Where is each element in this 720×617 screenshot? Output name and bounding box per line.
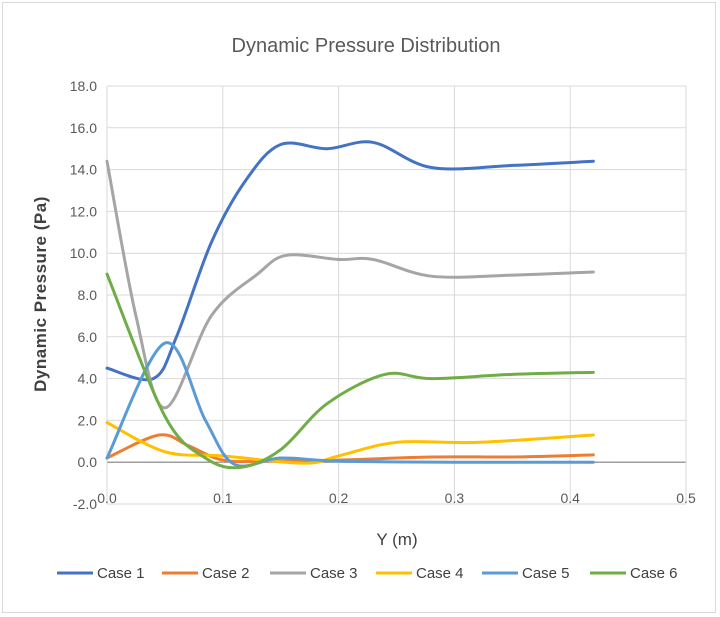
x-tick-labels: 0.0 0.1 0.2 0.3 0.4 0.5 [97, 490, 696, 506]
y-tick-label: 16.0 [70, 120, 97, 136]
y-tick-label: 10.0 [70, 245, 97, 261]
series-line-case-1 [105, 140, 595, 382]
legend-label-case-6: Case 6 [630, 565, 678, 582]
legend-label-case-4: Case 4 [416, 565, 464, 582]
x-tick-label: 0.1 [213, 490, 233, 506]
x-tick-label: 0.0 [97, 490, 117, 506]
y-tick-label: 6.0 [78, 329, 98, 345]
x-tick-label: 0.2 [329, 490, 349, 506]
y-tick-label: 18.0 [70, 78, 97, 94]
y-tick-label: 4.0 [78, 371, 98, 387]
y-tick-label: 14.0 [70, 162, 97, 178]
y-tick-label: 2.0 [78, 412, 98, 428]
legend-label-case-5: Case 5 [522, 565, 570, 582]
y-tick-label: 0.0 [78, 454, 98, 470]
series-lines [105, 140, 595, 470]
gridlines [106, 85, 687, 505]
legend-label-case-3: Case 3 [310, 565, 358, 582]
y-tick-label: -2.0 [73, 496, 97, 512]
y-tick-labels: -2.0 0.0 2.0 4.0 6.0 8.0 10.0 12.0 14.0 16.0 18.0 [70, 78, 97, 512]
x-tick-label: 0.4 [560, 490, 580, 506]
x-axis-title: Y (m) [376, 530, 417, 549]
series-line-case-3 [105, 159, 595, 410]
y-tick-label: 12.0 [70, 203, 97, 219]
x-tick-label: 0.5 [676, 490, 696, 506]
legend-label-case-1: Case 1 [97, 565, 145, 582]
series-line-case-5 [105, 341, 595, 468]
chart-title: Dynamic Pressure Distribution [232, 35, 501, 57]
legend-label-case-2: Case 2 [202, 565, 250, 582]
x-tick-label: 0.3 [445, 490, 465, 506]
y-axis-title: Dynamic Pressure (Pa) [31, 196, 50, 392]
y-tick-label: 8.0 [78, 287, 98, 303]
legend: Case 1 Case 2 Case 3 Case 4 Case 5 Case 6 [57, 565, 678, 582]
series-line-case-6 [105, 272, 595, 470]
